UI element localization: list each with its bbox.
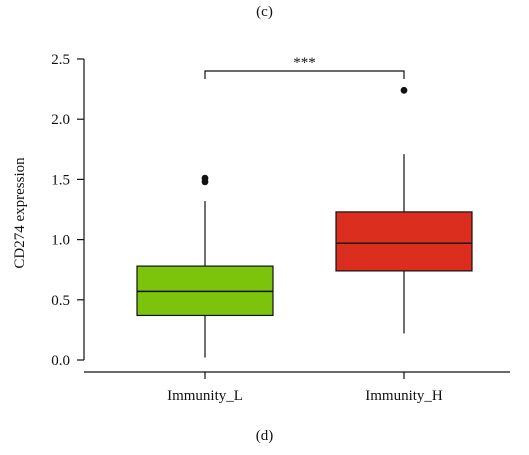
- significance-label: ***: [293, 55, 316, 71]
- y-tick-label: 2.5: [51, 52, 70, 68]
- x-tick-label: Immunity_H: [365, 388, 443, 404]
- y-axis-title: CD274 expression: [12, 157, 28, 269]
- y-tick-label: 2.0: [51, 112, 70, 128]
- y-tick-label: 1.5: [51, 172, 70, 188]
- box-immunity-h: [335, 86, 473, 334]
- panel-label-bottom: (d): [255, 428, 274, 444]
- panel-label-top: (c): [256, 4, 273, 20]
- outlier-point: [201, 174, 209, 182]
- box-immunity-l: [136, 174, 274, 358]
- box-series: [136, 86, 473, 358]
- outlier-point: [400, 86, 408, 94]
- box-body: [335, 211, 473, 272]
- y-tick-label: 0.0: [51, 353, 70, 369]
- significance-bracket: [204, 70, 405, 79]
- x-tick-label: Immunity_L: [167, 388, 243, 404]
- x-axis: Immunity_L Immunity_H: [84, 371, 510, 404]
- y-axis: 0.0 0.5 1.0 1.5 2.0 2.5: [51, 52, 85, 369]
- y-tick-label: 0.5: [51, 293, 70, 309]
- y-tick-label: 1.0: [51, 233, 70, 249]
- significance-annotation: ***: [204, 55, 405, 79]
